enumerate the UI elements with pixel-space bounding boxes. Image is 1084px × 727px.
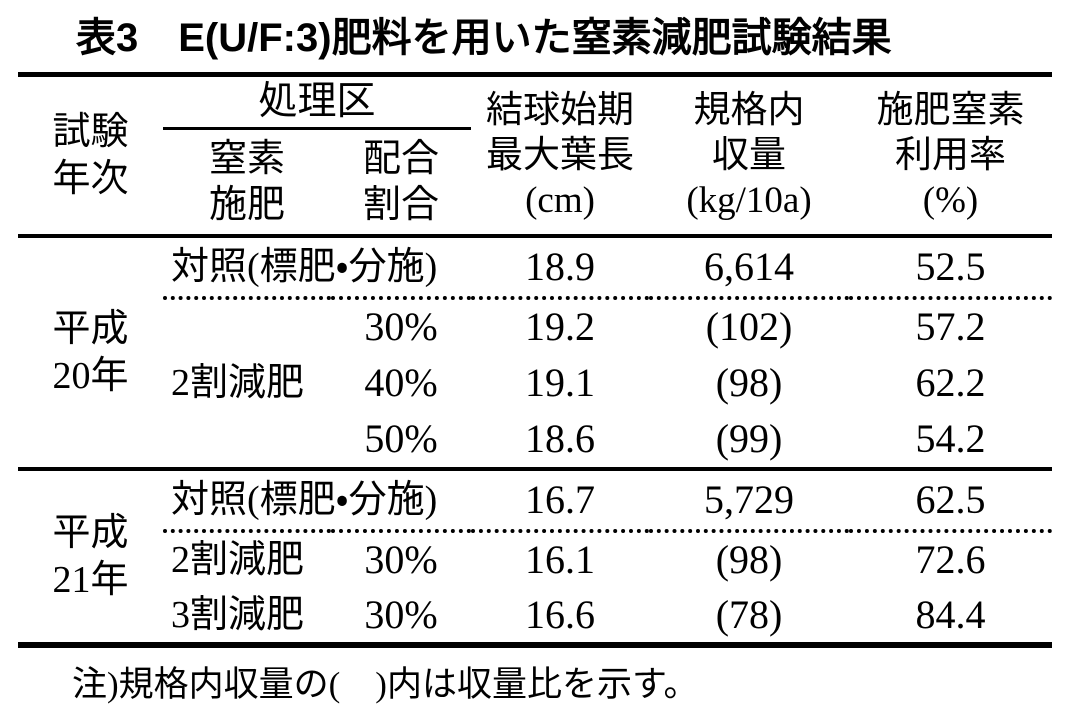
cell-leaf-length: 16.7 bbox=[471, 469, 650, 533]
footnote: 注)規格内収量の( )内は収量比を示す。 bbox=[72, 665, 699, 704]
reduction-row: 2割減肥 30% 16.1 (98) 72.6 bbox=[18, 531, 1052, 588]
cell-utilization: 72.6 bbox=[915, 537, 986, 583]
cell-yield: (98) bbox=[715, 537, 783, 583]
cell-yield: (102) bbox=[705, 304, 793, 350]
year-line2: 20年 bbox=[52, 354, 129, 397]
cell-treatment: 対照(標肥・分施) bbox=[163, 469, 472, 533]
fertilizer-trial-results-table: 試験 年次 処理区 結球始期 最大葉長 (cm) 規格内 収量 (kg/10a)… bbox=[18, 72, 1053, 648]
cell-treatment: 2割減肥 bbox=[171, 362, 305, 405]
header-yield-unit: (kg/10a) bbox=[686, 180, 812, 222]
cell-utilization: 57.2 bbox=[915, 304, 986, 350]
header-blend-ratio: 配合 割合 bbox=[331, 129, 471, 237]
cell-treatment: 3割減肥 bbox=[171, 593, 305, 636]
header-leaf-length: 結球始期 最大葉長 (cm) bbox=[471, 75, 649, 237]
cell-ratio: 30% bbox=[364, 304, 438, 350]
year-cell-heisei-20: 平成 20年 bbox=[18, 236, 163, 469]
header-trial-year-line1: 試験 bbox=[52, 111, 129, 154]
group-heisei-20: 平成 20年 対照(標肥・分施) 18.9 6,614 52.5 2割減肥 30… bbox=[18, 236, 1053, 469]
header-nitrogen-line2: 施肥 bbox=[208, 184, 285, 226]
header-utilization-line2: 利用率 bbox=[895, 134, 1007, 176]
cell-yield: 5,729 bbox=[649, 469, 850, 533]
cell-ratio: 40% bbox=[364, 360, 438, 406]
header-treatment-group: 処理区 bbox=[163, 74, 472, 130]
year-line1: 平成 bbox=[52, 308, 129, 351]
group-heisei-21: 平成 21年 対照(標肥・分施) 16.7 5,729 62.5 2割減肥 30… bbox=[18, 469, 1053, 645]
header-yield-line1: 規格内 bbox=[693, 89, 805, 131]
reduction-row: 50% 18.6 (99) 54.2 bbox=[18, 412, 1052, 469]
cell-yield: 6,614 bbox=[649, 236, 850, 300]
cell-yield: (99) bbox=[715, 416, 783, 462]
header-utilization: 施肥窒素 利用率 (%) bbox=[849, 75, 1052, 237]
header-trial-year-line2: 年次 bbox=[52, 157, 129, 200]
year-cell-heisei-21: 平成 21年 bbox=[18, 469, 163, 645]
year-line1: 平成 bbox=[52, 512, 129, 555]
table-header: 試験 年次 処理区 結球始期 最大葉長 (cm) 規格内 収量 (kg/10a)… bbox=[18, 74, 1053, 237]
header-blend-ratio-line2: 割合 bbox=[363, 184, 440, 226]
cell-ratio: 30% bbox=[364, 537, 438, 583]
cell-ratio: 30% bbox=[364, 591, 438, 637]
cell-leaf-length: 16.1 bbox=[525, 537, 596, 583]
cell-treatment: 対照(標肥・分施) bbox=[163, 236, 472, 300]
reduction-row: 2割減肥 30% 19.2 (102) 57.2 bbox=[18, 298, 1052, 404]
header-yield-line2: 収量 bbox=[712, 134, 787, 176]
cell-leaf-length: 16.6 bbox=[525, 591, 596, 637]
cell-utilization: 62.2 bbox=[915, 360, 986, 406]
cell-utilization: 62.5 bbox=[849, 469, 1053, 533]
cell-utilization: 54.2 bbox=[915, 416, 986, 462]
cell-leaf-length: 19.1 bbox=[525, 360, 596, 406]
cell-utilization: 52.5 bbox=[849, 236, 1053, 300]
cell-leaf-length: 18.9 bbox=[471, 236, 650, 300]
header-blend-ratio-line1: 配合 bbox=[363, 137, 440, 180]
cell-yield: (78) bbox=[715, 591, 783, 637]
table-title: 表3 E(U/F:3)肥料を用いた窒素減肥試験結果 bbox=[76, 16, 892, 60]
header-leaf-length-line2: 最大葉長 bbox=[486, 134, 635, 176]
header-leaf-length-line1: 結球始期 bbox=[486, 89, 635, 131]
control-row: 平成 21年 対照(標肥・分施) 16.7 5,729 62.5 bbox=[18, 469, 1053, 601]
header-nitrogen-line1: 窒素 bbox=[208, 137, 285, 180]
header-nitrogen-fertilization: 窒素 施肥 bbox=[163, 129, 331, 237]
control-row: 平成 20年 対照(標肥・分施) 18.9 6,614 52.5 bbox=[18, 236, 1053, 397]
header-yield: 規格内 収量 (kg/10a) bbox=[649, 75, 849, 237]
cell-ratio: 50% bbox=[364, 416, 438, 462]
cell-yield: (98) bbox=[715, 360, 783, 406]
header-trial-year: 試験 年次 bbox=[18, 75, 163, 237]
cell-leaf-length: 19.2 bbox=[525, 304, 596, 350]
header-utilization-unit: (%) bbox=[922, 180, 979, 222]
header-row-2: 窒素 施肥 配合 割合 bbox=[18, 129, 1052, 237]
reduction-row: 40% 19.1 (98) 62.2 bbox=[18, 355, 1052, 412]
header-row-1: 試験 年次 処理区 結球始期 最大葉長 (cm) 規格内 収量 (kg/10a)… bbox=[18, 74, 1052, 221]
cell-treatment: 2割減肥 bbox=[171, 539, 305, 582]
reduction-row: 3割減肥 30% 16.6 (78) 84.4 bbox=[18, 588, 1052, 645]
cell-utilization: 84.4 bbox=[915, 591, 986, 637]
header-leaf-length-unit: (cm) bbox=[525, 180, 595, 222]
header-utilization-line1: 施肥窒素 bbox=[876, 89, 1025, 131]
year-line2: 21年 bbox=[52, 558, 129, 601]
cell-leaf-length: 18.6 bbox=[525, 416, 596, 462]
